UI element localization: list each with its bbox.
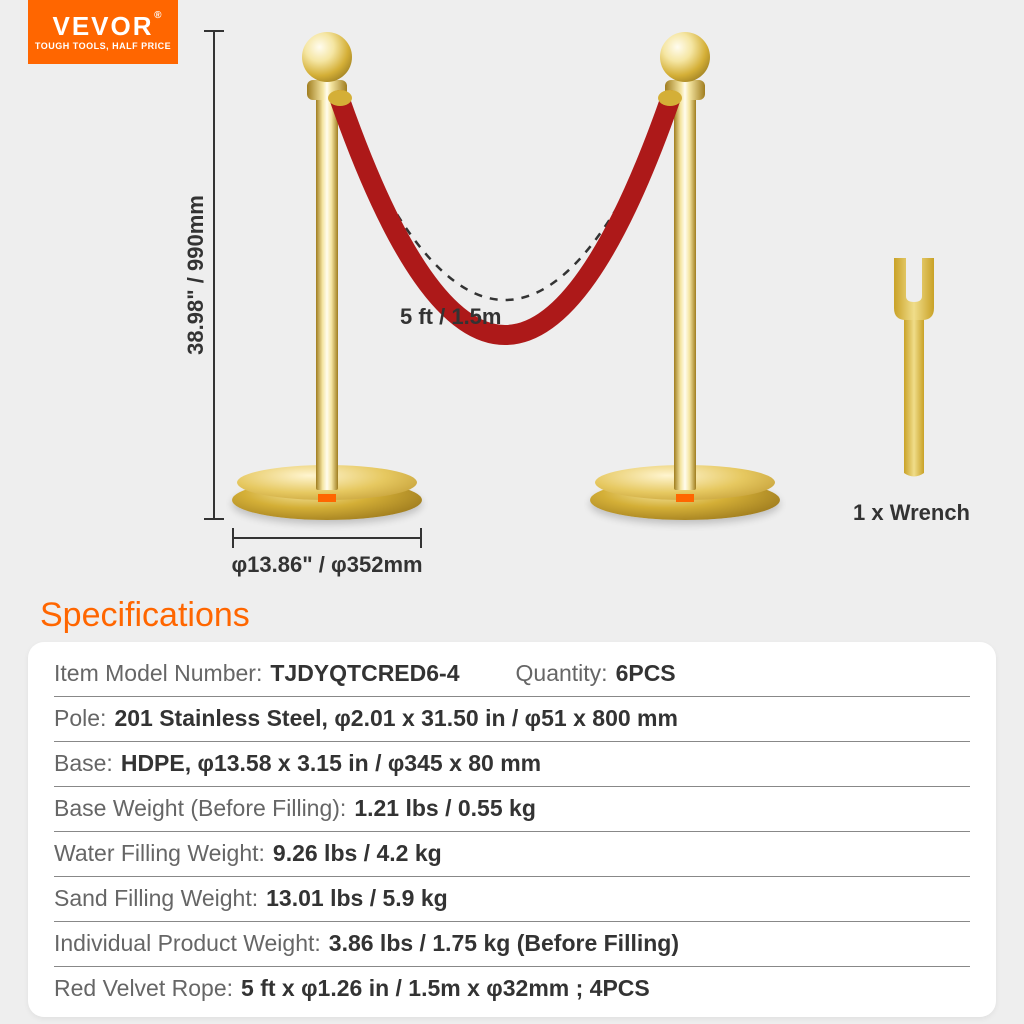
- spec-label: Pole:: [54, 705, 106, 732]
- spec-value: TJDYQTCRED6-4: [270, 660, 459, 687]
- spec-label: Water Filling Weight:: [54, 840, 265, 867]
- spec-row: Individual Product Weight: 3.86 lbs / 1.…: [54, 922, 970, 967]
- base-diameter-dimension: φ13.86" / φ352mm: [232, 528, 422, 548]
- spec-value: 1.21 lbs / 0.55 kg: [354, 795, 536, 822]
- wrench-label: 1 x Wrench: [853, 500, 970, 526]
- spec-row: Red Velvet Rope: 5 ft x φ1.26 in / 1.5m …: [54, 967, 970, 1011]
- brand-logo: VEVOR® TOUGH TOOLS, HALF PRICE: [28, 0, 178, 64]
- spec-value: HDPE, φ13.58 x 3.15 in / φ345 x 80 mm: [121, 750, 541, 777]
- spec-label: Sand Filling Weight:: [54, 885, 258, 912]
- spec-value: 6PCS: [616, 660, 676, 687]
- spec-label: Red Velvet Rope:: [54, 975, 233, 1002]
- spec-row: Water Filling Weight: 9.26 lbs / 4.2 kg: [54, 832, 970, 877]
- spec-row: Sand Filling Weight: 13.01 lbs / 5.9 kg: [54, 877, 970, 922]
- specs-title: Specifications: [40, 596, 250, 635]
- spec-label: Item Model Number:: [54, 660, 262, 687]
- wrench-icon: [884, 258, 944, 478]
- product-diagram: 38.98" / 990mm 5 ft / 1.5m φ13.86" / φ: [190, 30, 910, 570]
- brand-name: VEVOR®: [52, 13, 153, 39]
- height-label: 38.98" / 990mm: [183, 195, 209, 355]
- spec-label: Base:: [54, 750, 113, 777]
- base-diameter-label: φ13.86" / φ352mm: [231, 552, 422, 578]
- spec-value: 201 Stainless Steel, φ2.01 x 31.50 in / …: [114, 705, 678, 732]
- spec-value: 5 ft x φ1.26 in / 1.5m x φ32mm ; 4PCS: [241, 975, 650, 1002]
- spec-row: Pole: 201 Stainless Steel, φ2.01 x 31.50…: [54, 697, 970, 742]
- spec-value: 9.26 lbs / 4.2 kg: [273, 840, 442, 867]
- brand-tagline: TOUGH TOOLS, HALF PRICE: [35, 41, 171, 51]
- spec-value: 3.86 lbs / 1.75 kg (Before Filling): [329, 930, 679, 957]
- specs-table: Item Model Number: TJDYQTCRED6-4 Quantity…: [28, 642, 996, 1017]
- spec-label: Quantity:: [516, 660, 608, 687]
- spec-value: 13.01 lbs / 5.9 kg: [266, 885, 448, 912]
- spec-row: Item Model Number: TJDYQTCRED6-4 Quantity…: [54, 652, 970, 697]
- height-dimension: 38.98" / 990mm: [204, 30, 224, 520]
- spec-label: Individual Product Weight:: [54, 930, 321, 957]
- rope-length-label: 5 ft / 1.5m: [400, 304, 501, 330]
- spec-row: Base: HDPE, φ13.58 x 3.15 in / φ345 x 80…: [54, 742, 970, 787]
- spec-row: Base Weight (Before Filling): 1.21 lbs /…: [54, 787, 970, 832]
- rope-icon: [310, 70, 700, 390]
- spec-label: Base Weight (Before Filling):: [54, 795, 346, 822]
